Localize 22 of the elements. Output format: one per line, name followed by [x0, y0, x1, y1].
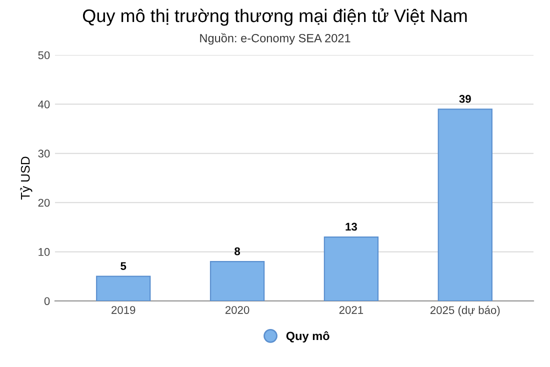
- y-axis-title: Tỷ USD: [20, 156, 32, 200]
- chart-subtitle: Nguồn: e-Conomy SEA 2021: [200, 33, 350, 45]
- data-label: 39: [459, 94, 471, 103]
- x-tick-label: 2020: [225, 306, 250, 314]
- y-tick-label: 10: [38, 248, 50, 256]
- y-tick-label: 50: [38, 51, 50, 60]
- bar: [96, 276, 151, 301]
- y-tick-label: 0: [44, 297, 50, 306]
- chart-title: Quy mô thị trường thương mại điện tử Việt Nam: [82, 8, 467, 26]
- data-label: 8: [234, 247, 240, 256]
- bar: [438, 108, 492, 301]
- x-tick-label: 2025 (dự báo): [430, 306, 500, 316]
- x-tick-label: 2021: [339, 306, 364, 314]
- x-tick-label: 2019: [112, 306, 136, 314]
- y-tick-label: 40: [38, 100, 50, 108]
- legend-label: Quy mô: [286, 331, 330, 342]
- bar: [324, 236, 379, 301]
- y-tick-label: 20: [38, 198, 50, 207]
- data-label: 13: [346, 222, 357, 231]
- data-label: 5: [120, 262, 126, 270]
- bar: [210, 261, 265, 301]
- y-tick-label: 30: [38, 150, 50, 158]
